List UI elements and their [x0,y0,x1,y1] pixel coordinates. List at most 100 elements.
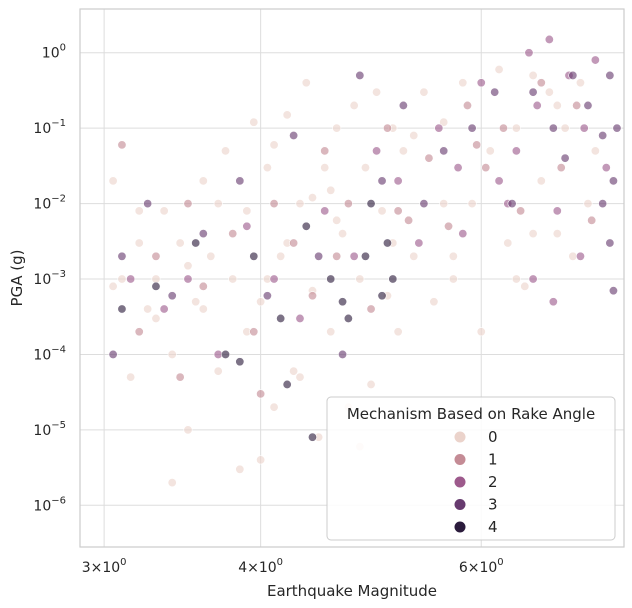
data-point [117,251,127,261]
data-point [511,274,521,284]
data-point [276,251,286,261]
data-point [612,123,622,133]
data-point [560,153,570,163]
x-tick-exponent: 0 [277,557,283,568]
data-point [462,100,472,110]
data-point [419,87,429,97]
data-point [269,140,279,150]
data-point [424,153,434,163]
data-point [548,123,558,133]
data-point [575,251,585,261]
y-axis-label: PGA (g) [8,250,26,307]
data-point [108,349,118,359]
data-point [326,274,336,284]
data-point [494,176,504,186]
data-point [126,372,136,382]
data-point [213,366,223,376]
data-point [453,163,463,173]
data-point [126,274,136,284]
legend-label: 2 [488,473,498,491]
data-point [159,206,169,216]
data-point [532,100,542,110]
data-point [377,206,387,216]
data-point [355,70,365,80]
data-point [256,297,266,307]
legend-box [326,396,616,541]
data-point [235,464,245,474]
data-point [134,238,144,248]
data-point [360,163,370,173]
data-point [448,274,458,284]
data-point [159,304,169,314]
legend-marker [454,476,466,488]
legend-label: 4 [488,518,498,536]
x-tick-exponent: 0 [497,557,503,568]
data-point [388,274,398,284]
y-tick-base: 10 [33,423,51,439]
data-point [511,123,521,133]
x-tick-base: 3×10 [82,560,120,576]
data-point [242,221,252,231]
data-point [198,176,208,186]
data-point [256,389,266,399]
data-point [320,163,330,173]
data-point [143,304,153,314]
data-point [326,185,336,195]
data-point [134,327,144,337]
y-tick-exponent: 0 [60,43,66,54]
y-tick-label: 10−6 [33,495,66,514]
y-tick-exponent: −2 [51,194,66,205]
x-tick-label: 3×100 [82,557,127,576]
data-point [485,146,495,156]
data-point [419,199,429,209]
data-point [536,176,546,186]
y-tick-base: 10 [33,121,51,137]
data-point [439,199,449,209]
data-point [198,281,208,291]
data-point [332,215,342,225]
data-point [439,117,449,127]
data-point [289,238,299,248]
y-tick-base: 10 [42,46,60,62]
data-point [282,110,292,120]
data-point [228,274,238,284]
y-tick-label: 10−3 [33,269,66,288]
data-point [228,229,238,239]
data-point [235,357,245,367]
data-point [249,251,259,261]
legend-title: Mechanism Based on Rake Angle [347,405,595,423]
data-point [314,251,324,261]
data-point [183,274,193,284]
data-point [590,146,600,156]
legend-label: 1 [488,451,498,469]
data-point [372,87,382,97]
x-tick-label: 6×100 [459,557,504,576]
data-point [301,78,311,88]
data-point [458,78,468,88]
plot-frame [79,8,625,548]
data-point [307,291,317,301]
data-point [151,251,161,261]
data-point [249,327,259,337]
data-point [409,130,419,140]
data-point [198,304,208,314]
data-point [151,313,161,323]
data-point [444,221,454,231]
data-point [338,229,348,239]
data-point [552,229,562,239]
data-point [242,206,252,216]
data-point [536,78,546,88]
data-point [377,291,387,301]
data-point [490,87,500,97]
y-tick-label: 10−5 [33,420,66,439]
data-point [587,215,597,225]
legend-marker [454,499,466,510]
data-point [590,55,600,65]
data-point [262,291,272,301]
y-tick-base: 10 [33,347,51,363]
legend-entries: 0 1 2 3 4 [454,428,498,536]
data-point [320,206,330,216]
data-point [134,206,144,216]
data-point [343,199,353,209]
data-point [295,199,305,209]
